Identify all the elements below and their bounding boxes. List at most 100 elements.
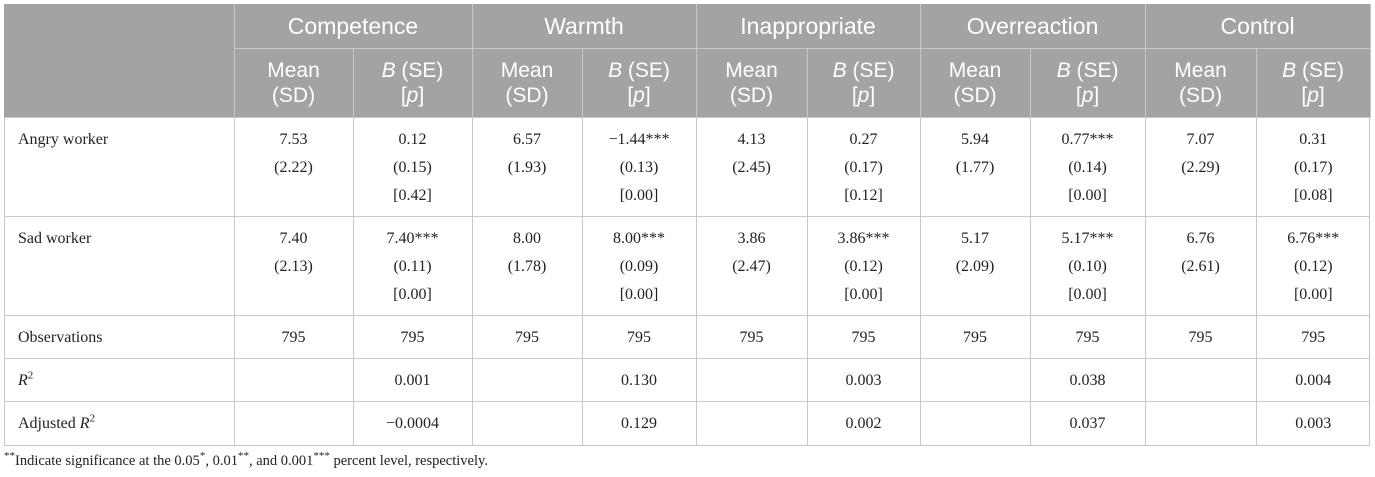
- cell-value: [0.00]: [1068, 187, 1107, 204]
- cell-value: (0.15): [393, 159, 432, 176]
- table-cell: 7.40 (2.13): [234, 216, 354, 316]
- table-cell: 795: [234, 315, 354, 359]
- cell-value: 3.86***: [837, 230, 890, 247]
- table-cell: [1145, 401, 1257, 445]
- table-cell: 795: [807, 315, 921, 359]
- sub-header-text: B (SE): [832, 59, 895, 82]
- cell-value: (0.13): [619, 159, 659, 176]
- table-cell: [234, 358, 354, 402]
- table-cell: 7.07 (2.29): [1145, 117, 1257, 217]
- row-label: Sad worker: [4, 216, 235, 316]
- sub-header-text: Mean: [1174, 59, 1227, 82]
- table-cell: [472, 401, 583, 445]
- sub-header-b: B (SE) [p]: [582, 48, 697, 118]
- cell-value: (0.09): [619, 258, 659, 275]
- table-row-r-squared: R2 0.001 0.130 0.003 0.038 0.004: [4, 358, 1371, 402]
- cell-value: 7.40***: [386, 230, 439, 247]
- stub-header: [4, 4, 235, 118]
- cell-value: 8.00***: [613, 230, 666, 247]
- cell-value: [0.00]: [1293, 286, 1333, 303]
- cell-value: 7.53: [279, 131, 308, 148]
- cell-value: (2.13): [274, 258, 313, 275]
- sub-header-mean: Mean (SD): [234, 48, 354, 118]
- table-cell: 0.003: [1256, 401, 1371, 445]
- row-label: Observations: [4, 315, 235, 359]
- footnote-sup: *: [199, 450, 206, 463]
- table-cell: 0.037: [1030, 401, 1146, 445]
- footnote-sup: **: [237, 450, 249, 463]
- table-cell: 0.130: [582, 358, 697, 402]
- table-cell: 0.129: [582, 401, 697, 445]
- adjusted-prefix: Adjusted: [18, 415, 80, 432]
- group-header-competence: Competence: [234, 4, 473, 49]
- cell-value: (1.93): [507, 159, 547, 176]
- cell-value: [0.42]: [393, 187, 432, 204]
- cell-value: 8.00: [513, 230, 542, 247]
- cell-value: 6.57: [513, 131, 542, 148]
- table-cell: 6.76 (2.61): [1145, 216, 1257, 316]
- cell-value: (2.22): [274, 159, 313, 176]
- cell-value: (1.78): [507, 258, 547, 275]
- sub-header-text: [p]: [1301, 84, 1325, 107]
- footnote-text: percent level, respectively.: [329, 453, 488, 469]
- table-cell: [696, 401, 808, 445]
- cell-value: 0.27: [849, 131, 878, 148]
- table-cell: [234, 401, 354, 445]
- cell-value: 6.76***: [1287, 230, 1340, 247]
- sub-header-mean: Mean (SD): [920, 48, 1031, 118]
- cell-value: (0.14): [1068, 159, 1107, 176]
- sub-header-b: B (SE) [p]: [807, 48, 921, 118]
- sub-header-mean: Mean (SD): [696, 48, 808, 118]
- results-table: Competence Warmth Inappropriate Overreac…: [4, 4, 1371, 445]
- group-header-control: Control: [1145, 4, 1371, 49]
- sub-header-mean: Mean (SD): [472, 48, 583, 118]
- table-cell: [472, 358, 583, 402]
- table-row-observations: Observations 795 795 795 795 795 795 795 795 795…: [4, 315, 1371, 359]
- table-row-angry-worker: Angry worker 7.53 (2.22) 0.12 (0.15) [0.42] 6…: [4, 117, 1371, 217]
- footnote-text: , and 0.001: [248, 453, 314, 469]
- cell-value: (0.10): [1068, 258, 1107, 275]
- r-superscript: 2: [27, 369, 34, 382]
- sub-header-b: B (SE) [p]: [1030, 48, 1146, 118]
- table-cell: 795: [1145, 315, 1257, 359]
- cell-value: [0.00]: [619, 187, 659, 204]
- table-cell: −1.44*** (0.13) [0.00]: [582, 117, 697, 217]
- table-cell: 795: [1256, 315, 1371, 359]
- footnote-text: Indicate significance at the 0.05: [15, 453, 200, 469]
- cell-value: 4.13: [737, 131, 766, 148]
- table-cell: 6.57 (1.93): [472, 117, 583, 217]
- table-cell: 795: [1030, 315, 1146, 359]
- group-header-overreaction: Overreaction: [920, 4, 1146, 49]
- cell-value: (2.47): [732, 258, 771, 275]
- group-header-inappropriate: Inappropriate: [696, 4, 921, 49]
- cell-value: [0.00]: [393, 286, 432, 303]
- sub-header-text: Mean: [267, 59, 320, 82]
- row-label: Angry worker: [4, 117, 235, 217]
- table-cell: 0.31 (0.17) [0.08]: [1256, 117, 1371, 217]
- table-cell: 0.27 (0.17) [0.12]: [807, 117, 921, 217]
- table-cell: −0.0004: [353, 401, 473, 445]
- table-cell: 0.12 (0.15) [0.42]: [353, 117, 473, 217]
- cell-value: (2.61): [1181, 258, 1220, 275]
- table-cell: 3.86 (2.47): [696, 216, 808, 316]
- table-cell: 795: [353, 315, 473, 359]
- cell-value: [0.00]: [619, 286, 659, 303]
- r-symbol: R: [79, 415, 90, 432]
- cell-value: (1.77): [955, 159, 995, 176]
- cell-value: 7.07: [1186, 131, 1215, 148]
- footnote-sup: ***: [313, 450, 330, 463]
- table-cell: 5.94 (1.77): [920, 117, 1031, 217]
- cell-value: 0.77***: [1061, 131, 1114, 148]
- cell-value: (0.12): [844, 258, 883, 275]
- table-row-adjusted-r-squared: Adjusted R2 −0.0004 0.129 0.002 0.037 0.003: [4, 401, 1371, 445]
- sub-header-text: (SD): [1178, 84, 1223, 107]
- sub-header-text: [p]: [1075, 84, 1100, 107]
- cell-value: [0.00]: [1068, 286, 1107, 303]
- cell-value: 3.86: [737, 230, 766, 247]
- sub-header-text: B (SE): [608, 59, 670, 82]
- cell-value: (0.12): [1293, 258, 1333, 275]
- table-cell: 795: [582, 315, 697, 359]
- cell-value: 5.17: [961, 230, 990, 247]
- table-cell: 7.53 (2.22): [234, 117, 354, 217]
- sub-header-mean: Mean (SD): [1145, 48, 1257, 118]
